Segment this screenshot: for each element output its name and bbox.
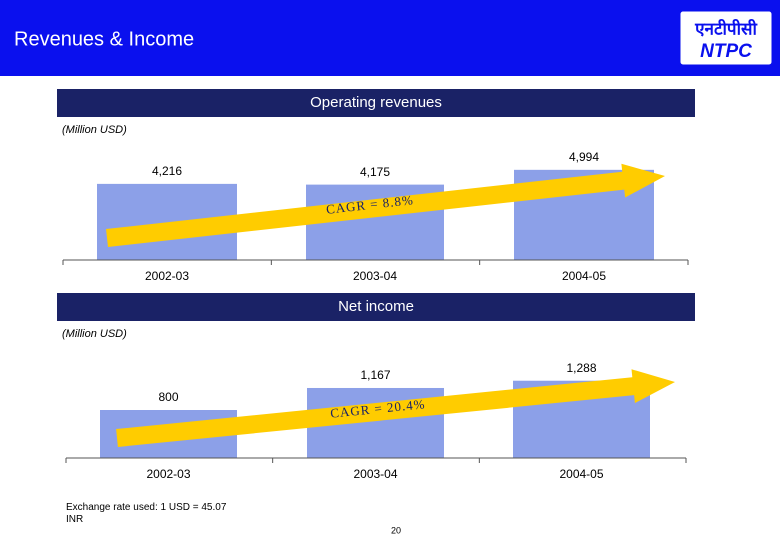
logo-box	[677, 8, 775, 68]
page-number: 20	[391, 525, 401, 535]
trend-arrow	[106, 163, 666, 247]
value-label: 4,994	[569, 150, 599, 164]
logo-english: NTPC	[700, 41, 752, 62]
trend-arrow	[116, 369, 675, 447]
slide-title: Revenues & Income	[14, 28, 194, 50]
chart-title-band	[57, 293, 695, 321]
header-band	[0, 0, 780, 76]
chart-title: Operating revenues	[310, 94, 442, 111]
value-label: 1,167	[360, 368, 390, 382]
x-tick-label: 2003-04	[353, 269, 397, 283]
footnote-line: Exchange rate used: 1 USD = 45.07	[66, 502, 227, 513]
footnote: Exchange rate used: 1 USD = 45.07 INR	[66, 502, 229, 525]
x-tick-label: 2002-03	[146, 467, 190, 481]
x-tick-label: 2004-05	[559, 467, 603, 481]
logo-hindi: एनटीपीसी	[694, 18, 757, 38]
x-tick-label: 2004-05	[562, 269, 606, 283]
value-label: 4,216	[152, 164, 182, 178]
value-label: 800	[158, 390, 178, 404]
unit-label: (Million USD)	[62, 124, 127, 136]
chart-title-band	[57, 89, 695, 117]
value-label: 1,288	[566, 361, 596, 375]
unit-label: (Million USD)	[62, 328, 127, 340]
footnote-line: INR	[66, 514, 83, 525]
chart-title: Net income	[338, 298, 414, 315]
x-tick-label: 2003-04	[353, 467, 397, 481]
value-label: 4,175	[360, 165, 390, 179]
x-tick-label: 2002-03	[145, 269, 189, 283]
